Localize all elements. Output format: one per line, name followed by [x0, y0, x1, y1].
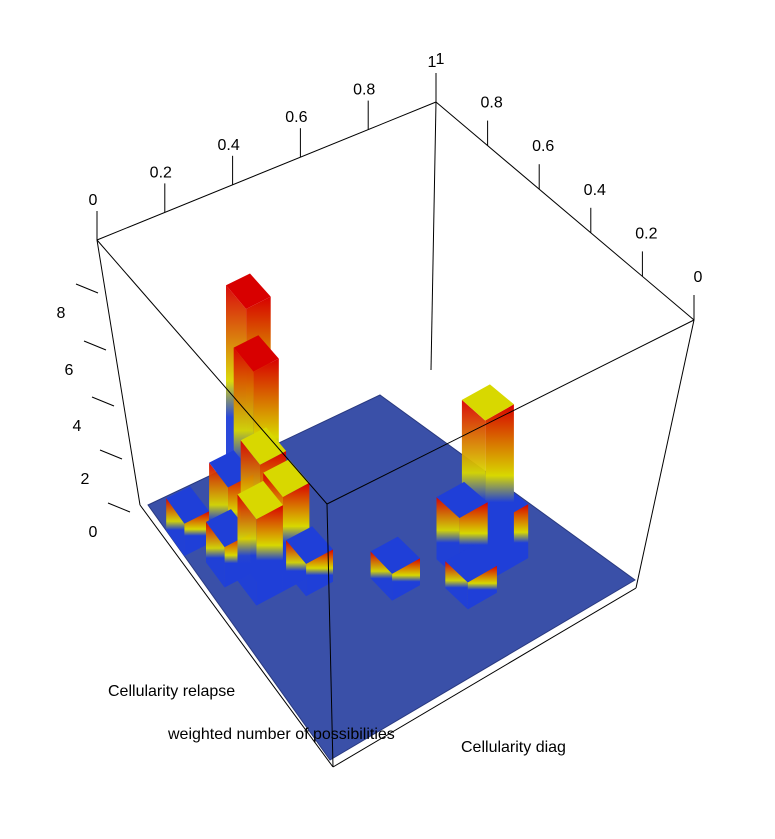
bar-face-front [237, 494, 257, 606]
z-axis-tick-label: 4 [73, 418, 82, 435]
y-axis-title: Cellularity relapse [108, 683, 235, 700]
bar-face-front [445, 561, 468, 610]
bar-face-top [461, 384, 514, 421]
y-axis-tick-label: 0.4 [217, 137, 239, 154]
z-axis-tick [107, 502, 131, 513]
bar-face-top [226, 273, 271, 309]
z-axis-tick-label: 6 [65, 362, 74, 379]
bar-face-top [233, 335, 279, 372]
z-axis-tick [91, 396, 115, 407]
z-axis: 0 2 4 6 8 [57, 283, 131, 541]
y-axis-tick-label: 0.2 [150, 164, 172, 181]
bar [370, 536, 420, 601]
y-axis-tick-label: 0 [89, 192, 98, 209]
x-axis-tick-label: 0.2 [635, 225, 657, 242]
bar [237, 480, 283, 606]
y-axis-tick-label: 0.6 [285, 109, 307, 126]
bar [166, 486, 210, 556]
bar-face-top [445, 545, 497, 583]
bar-face-side [306, 549, 333, 597]
z-axis-tick-label: 0 [89, 524, 98, 541]
bar-face-side [485, 404, 514, 583]
bar [445, 545, 497, 610]
bar-face-top [286, 526, 333, 564]
bar-face-front [166, 498, 185, 556]
bar-face-side [467, 565, 497, 610]
bar-face-top [237, 480, 283, 520]
bar-face-top [436, 481, 488, 518]
bar-face-front [286, 540, 307, 597]
bar-face-top [370, 536, 420, 574]
z-axis-tick-label: 8 [57, 305, 66, 322]
bar-face-top [263, 459, 310, 497]
y-axis-tick-label: 1 [428, 54, 437, 71]
z-axis-tick [83, 340, 107, 351]
x-axis-title: Cellularity diag [461, 739, 566, 756]
bar [286, 526, 333, 597]
z-axis-tick-label: 2 [81, 471, 90, 488]
z-axis-tick [99, 449, 123, 460]
bar-face-front [206, 521, 225, 588]
z-axis-tick [75, 283, 99, 294]
box-front-edges [96, 101, 695, 768]
bar-face-side [256, 505, 283, 606]
box-back-edges [96, 101, 695, 506]
x-axis-top: 0 0.2 0.4 0.6 0.8 1 [435, 51, 703, 320]
z-axis-title: weighted number of possibilities [167, 726, 395, 743]
bar-face-top [240, 427, 287, 465]
y-axis-tick-label: 0.8 [353, 82, 375, 99]
x-axis-tick-label: 0 [694, 269, 703, 286]
x-axis-tick-label: 0.6 [532, 138, 554, 155]
bar-face-top [166, 486, 210, 524]
x-axis-tick-label: 1 [436, 51, 445, 68]
x-axis-tick-label: 0.4 [584, 182, 606, 199]
bar-face-side [184, 511, 210, 556]
x-axis-tick-label: 0.8 [480, 95, 502, 112]
bar-face-side [392, 558, 420, 601]
bar-face-front [370, 551, 393, 601]
bars-group [166, 273, 529, 610]
y-axis-top: 0 0.2 0.4 0.6 0.8 1 [89, 54, 437, 240]
